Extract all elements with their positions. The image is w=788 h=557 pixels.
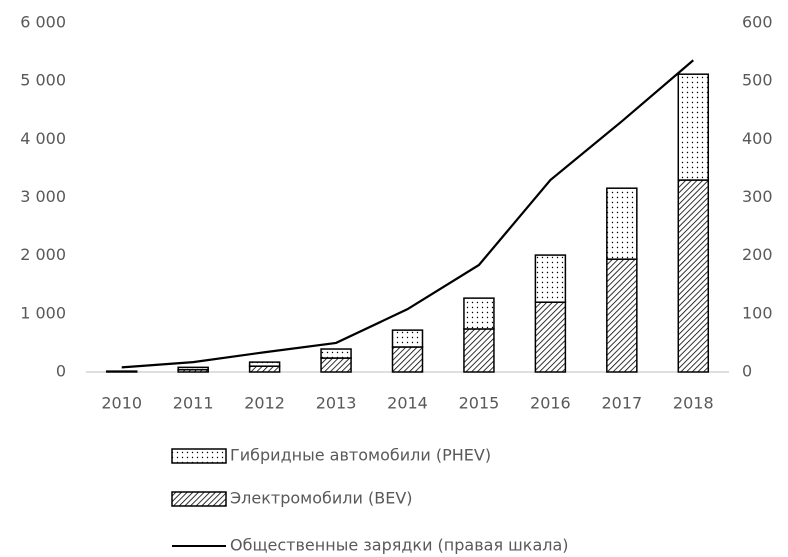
- bar-segment: [248, 365, 281, 373]
- x-tick-label: 2018: [673, 394, 714, 413]
- y2-tick-label: 300: [742, 187, 773, 206]
- bar-segment: [177, 366, 209, 371]
- legend-label: Общественные зарядки (правая шкала): [230, 536, 569, 555]
- y2-tick-label: 400: [742, 129, 773, 148]
- y-tick-label: 2 000: [20, 245, 66, 264]
- legend-label: Электромобили (BEV): [230, 489, 413, 508]
- bar-segment: [391, 346, 424, 373]
- x-tick-label: 2016: [530, 394, 571, 413]
- bar-segment: [534, 254, 567, 303]
- x-tick-label: 2014: [387, 394, 428, 413]
- x-tick-label: 2012: [244, 394, 285, 413]
- bar-segment: [677, 73, 710, 181]
- y-tick-label: 0: [56, 362, 66, 381]
- bar-segment: [463, 328, 495, 373]
- legend-label: Гибридные автомобили (PHEV): [230, 446, 491, 465]
- y-tick-label: 6 000: [20, 13, 66, 32]
- y-tick-label: 1 000: [20, 303, 66, 322]
- bar-segment: [534, 301, 567, 373]
- line-series: [121, 59, 694, 369]
- bar-segment: [677, 179, 710, 373]
- y2-tick-label: 100: [742, 303, 773, 322]
- x-tick-label: 2010: [101, 394, 142, 413]
- x-tick-label: 2017: [601, 394, 642, 413]
- bar-segment: [248, 361, 281, 367]
- bar-segment: [606, 187, 638, 260]
- bar-segment: [463, 297, 495, 330]
- bar-segment: [606, 258, 638, 373]
- x-tick-label: 2015: [459, 394, 500, 413]
- y2-tick-label: 0: [742, 362, 752, 381]
- y2-tick-label: 600: [742, 13, 773, 32]
- y2-tick-label: 200: [742, 245, 773, 264]
- bar-segment: [320, 348, 352, 359]
- legend-swatch: [171, 491, 227, 507]
- y-tick-label: 5 000: [20, 71, 66, 90]
- x-tick-label: 2013: [316, 394, 357, 413]
- y-tick-label: 3 000: [20, 187, 66, 206]
- y-tick-label: 4 000: [20, 129, 66, 148]
- bar-segment: [320, 357, 352, 373]
- y2-tick-label: 500: [742, 71, 773, 90]
- bar-segment: [391, 329, 424, 348]
- x-tick-label: 2011: [173, 394, 214, 413]
- legend-swatch: [171, 448, 227, 464]
